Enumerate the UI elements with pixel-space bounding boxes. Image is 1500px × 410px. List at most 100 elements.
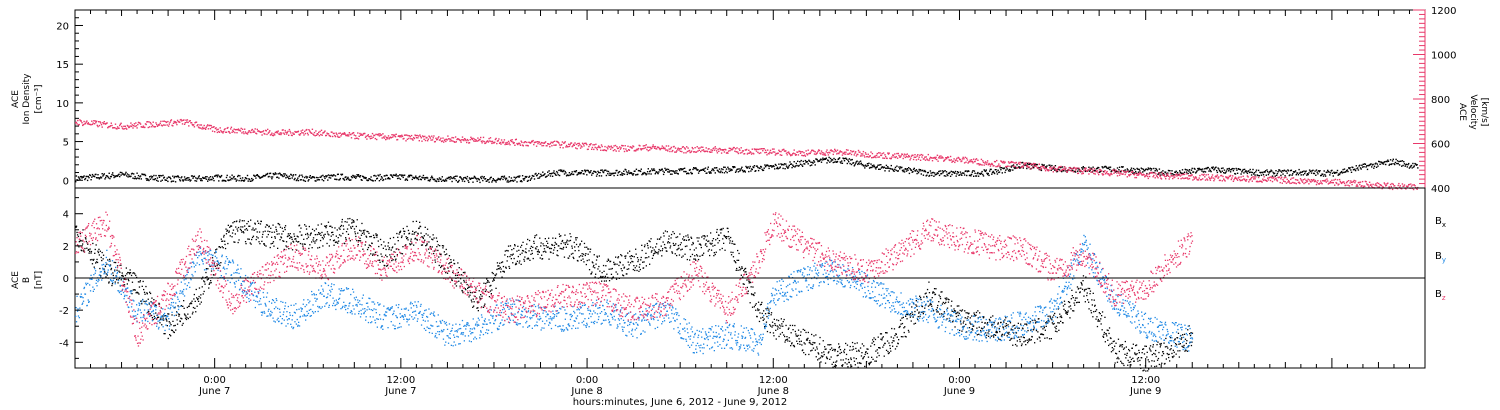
top-point bbox=[820, 153, 822, 155]
bottom-point bbox=[251, 236, 254, 239]
bottom-point bbox=[249, 242, 251, 244]
top-point bbox=[600, 169, 602, 171]
bottom-point bbox=[383, 241, 385, 243]
top-point bbox=[625, 171, 628, 173]
top-point bbox=[1401, 160, 1404, 162]
top-point bbox=[81, 122, 83, 124]
top-point bbox=[205, 178, 207, 180]
top-point bbox=[334, 134, 336, 137]
top-point bbox=[662, 147, 664, 150]
top-point bbox=[884, 170, 886, 172]
top-point bbox=[1303, 182, 1305, 185]
bottom-point bbox=[231, 232, 234, 234]
top-point bbox=[1252, 176, 1254, 178]
top-point bbox=[1011, 165, 1013, 167]
top-point bbox=[996, 173, 999, 175]
top-point bbox=[285, 133, 288, 135]
bottom-point bbox=[146, 293, 148, 295]
top-point bbox=[1116, 170, 1118, 173]
top-point bbox=[717, 170, 719, 172]
bottom-point bbox=[168, 321, 170, 323]
top-point bbox=[461, 136, 464, 138]
top-point bbox=[651, 168, 653, 170]
top-point bbox=[1370, 163, 1372, 165]
top-point bbox=[1058, 166, 1061, 168]
top-point bbox=[173, 120, 175, 123]
top-point bbox=[1010, 169, 1012, 171]
top-point bbox=[599, 146, 601, 149]
top-point bbox=[876, 166, 878, 168]
bottom-point bbox=[301, 243, 303, 245]
bottom-point bbox=[158, 302, 160, 304]
bottom-point bbox=[312, 239, 314, 241]
top-point bbox=[943, 175, 946, 177]
top-point bbox=[1142, 171, 1144, 173]
top-point bbox=[748, 152, 751, 154]
top-point bbox=[160, 124, 163, 126]
top-point bbox=[1182, 172, 1184, 175]
top-point bbox=[206, 176, 208, 178]
top-point bbox=[1047, 170, 1050, 172]
top-point bbox=[1284, 175, 1286, 177]
top-point bbox=[657, 172, 659, 175]
top-point bbox=[520, 180, 522, 182]
bottom-point bbox=[221, 246, 223, 248]
top-point bbox=[185, 179, 187, 181]
bottom-point bbox=[158, 303, 161, 305]
top-point bbox=[1345, 182, 1348, 184]
top-point bbox=[651, 147, 653, 149]
top-point bbox=[325, 134, 328, 137]
top-point bbox=[626, 173, 628, 176]
top-point bbox=[902, 157, 904, 160]
bottom-point bbox=[369, 236, 371, 238]
bottom-point bbox=[301, 234, 303, 236]
bottom-point bbox=[252, 227, 254, 229]
top-point bbox=[243, 132, 245, 135]
top-point bbox=[1017, 167, 1019, 169]
top-point bbox=[406, 138, 409, 140]
bottom-point bbox=[540, 245, 542, 247]
bottom-point bbox=[264, 226, 267, 228]
top-point bbox=[1366, 183, 1368, 185]
top-point bbox=[826, 162, 828, 164]
top-point bbox=[1157, 177, 1159, 179]
top-point bbox=[1153, 172, 1156, 174]
top-point bbox=[907, 169, 909, 171]
bottom-point bbox=[517, 245, 519, 247]
top-point bbox=[391, 175, 393, 177]
top-point bbox=[1352, 166, 1354, 169]
top-point bbox=[961, 174, 963, 176]
top-point bbox=[1026, 165, 1028, 168]
top-point bbox=[1121, 173, 1124, 175]
top-point bbox=[197, 176, 200, 178]
top-point bbox=[1058, 169, 1061, 171]
bottom-point bbox=[131, 281, 134, 283]
top-point bbox=[591, 174, 593, 176]
top-point bbox=[203, 124, 205, 127]
top-point bbox=[292, 133, 295, 135]
top-point bbox=[1082, 172, 1084, 175]
top-point bbox=[1148, 168, 1150, 170]
bottom-point bbox=[555, 243, 558, 245]
bottom-point bbox=[152, 302, 154, 304]
top-point bbox=[635, 174, 637, 176]
bottom-point bbox=[326, 242, 328, 245]
top-point bbox=[419, 134, 421, 136]
bottom-point bbox=[160, 318, 162, 320]
top-point bbox=[188, 178, 191, 181]
bottom-point bbox=[351, 219, 353, 221]
top-point bbox=[238, 179, 240, 182]
top-point bbox=[653, 168, 655, 170]
bottom-point bbox=[522, 241, 524, 243]
top-point bbox=[430, 139, 432, 141]
top-point bbox=[1018, 166, 1020, 168]
top-point bbox=[1398, 182, 1400, 185]
top-point bbox=[1130, 167, 1133, 169]
bottom-point bbox=[96, 261, 99, 264]
top-point bbox=[1028, 163, 1031, 166]
top-point bbox=[1191, 167, 1193, 170]
top-point bbox=[828, 156, 830, 159]
bottom-point bbox=[387, 242, 390, 244]
top-point bbox=[1269, 170, 1272, 173]
top-point bbox=[1131, 169, 1133, 172]
